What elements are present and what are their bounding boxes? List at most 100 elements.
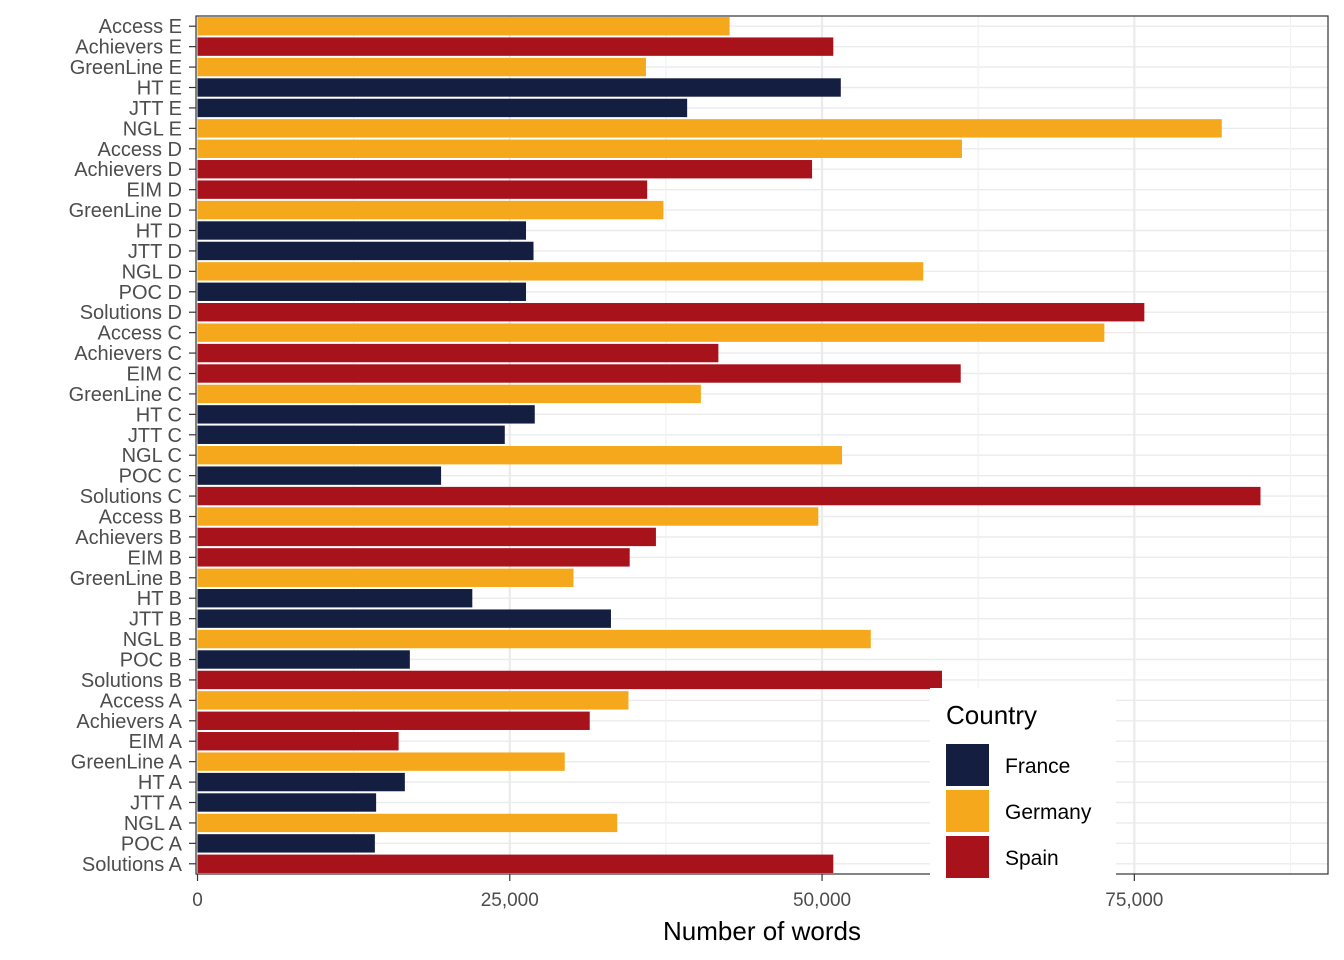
bar [197,221,527,240]
bar [197,834,375,853]
category-label: Solutions D [80,302,182,324]
legend-swatch [946,790,989,832]
plot-panel-background [196,16,1328,874]
legend-label: Spain [1005,847,1059,870]
bar [197,772,405,792]
bar [197,854,834,873]
category-label: HT D [136,221,182,243]
bar [197,650,410,669]
category-label: GreenLine D [69,200,182,222]
bar [197,670,942,690]
bar [197,527,656,547]
category-label: HT E [137,78,182,100]
category-label: NGL D [122,261,182,283]
category-label: HT A [138,772,183,794]
bar [197,384,701,404]
category-label: Achievers A [76,711,182,733]
bar [197,323,1105,342]
bar [197,446,843,465]
bar [197,262,924,281]
bar [197,282,527,301]
category-label: Access A [100,690,183,712]
category-label: GreenLine A [71,752,183,774]
bar [197,57,646,77]
category-label: JTT B [129,609,182,631]
bars [197,17,1261,873]
x-axis-ticks: 0 25,000 50,000 75,000 [192,874,1163,911]
bar [197,589,473,608]
bar [197,711,590,730]
category-label: Achievers B [75,527,182,549]
category-label: NGL B [123,629,182,651]
category-label: HT C [136,404,182,426]
category-label: GreenLine C [69,384,182,406]
x-tick-label: 75,000 [1105,890,1163,911]
bar [197,813,618,833]
bar [197,364,961,383]
category-label: Solutions B [81,670,182,692]
category-label: Achievers E [75,37,182,59]
bar [197,629,871,649]
bar [197,466,442,485]
category-label: NGL A [124,813,183,835]
category-label: Access D [98,139,182,161]
category-label: POC D [119,282,182,304]
x-tick-label: 25,000 [481,890,539,911]
legend-label: Germany [1005,801,1092,824]
category-label: JTT A [130,793,183,815]
bar [197,793,377,812]
bar [197,119,1222,138]
bar [197,98,688,118]
category-label: EIM A [129,731,183,753]
category-label: NGL C [122,445,182,467]
category-label: Access C [98,323,182,345]
bar [197,17,730,36]
legend-label: France [1005,755,1070,778]
category-label: EIM C [126,364,182,386]
bar [197,568,574,587]
bar [197,241,534,261]
bar [197,691,629,710]
bar [197,139,962,158]
bar [197,37,834,56]
category-label: HT B [137,588,182,610]
category-label: Achievers C [74,343,182,365]
bar [197,486,1261,506]
category-label: POC A [121,833,183,855]
category-label: NGL E [123,118,182,140]
category-label: JTT E [129,98,182,120]
category-label: Solutions C [80,486,182,508]
legend: Country France Germany Spain [930,688,1116,884]
bar [197,548,630,567]
category-label: GreenLine B [70,568,182,590]
bar [197,405,535,424]
bar [197,732,399,751]
bar [197,425,505,444]
bar [197,180,648,199]
legend-swatch [946,744,989,786]
legend-swatch [946,836,989,878]
category-label: EIM B [128,547,182,569]
bar [197,343,719,363]
bar [197,609,611,628]
category-label: Access E [99,16,182,38]
category-label: Achievers D [74,159,182,181]
category-label: GreenLine E [70,57,182,79]
category-label: Solutions A [82,854,183,876]
bar [197,78,841,97]
legend-title: Country [946,700,1037,730]
category-label: JTT C [128,425,182,447]
bar [197,160,813,179]
bar [197,303,1145,322]
category-label: POC B [120,650,182,672]
category-label: EIM D [126,180,182,202]
x-axis-title: Number of words [663,916,861,946]
bar [197,200,664,220]
category-label: POC C [119,466,182,488]
category-label: Access B [99,507,182,529]
x-tick-label: 0 [192,890,203,911]
category-label: JTT D [128,241,182,263]
plot-panel-border [195,15,1329,875]
